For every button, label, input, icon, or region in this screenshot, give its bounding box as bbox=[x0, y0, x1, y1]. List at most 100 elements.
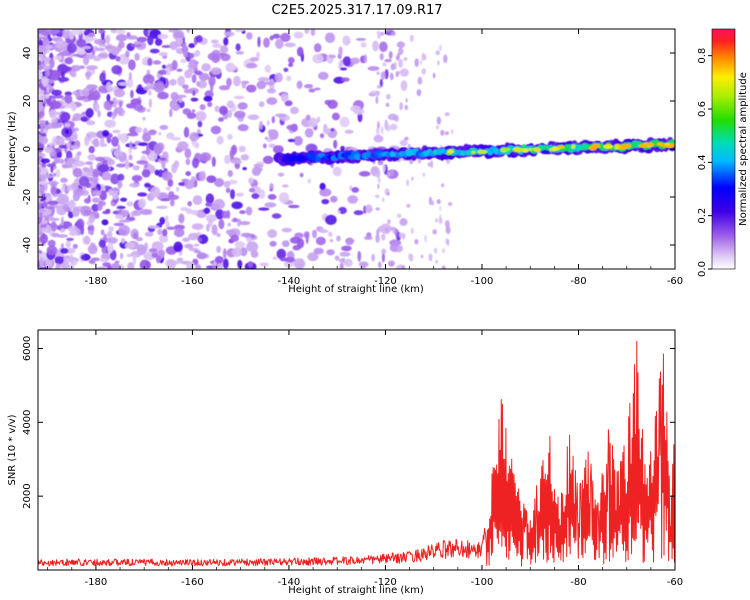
spectrogram-cell bbox=[184, 69, 193, 79]
spectrogram-cell bbox=[389, 72, 394, 81]
spectrogram-cell bbox=[147, 57, 153, 66]
spectrogram-cell bbox=[66, 157, 78, 164]
spectrogram-cell bbox=[128, 147, 132, 155]
colorbar-tick-label: 0.8 bbox=[697, 48, 708, 64]
spectrogram-cell bbox=[211, 224, 218, 236]
spectrogram-cell bbox=[433, 247, 438, 254]
spectrogram-cell bbox=[263, 37, 270, 48]
spectrogram-cell bbox=[233, 95, 245, 100]
spectrogram-cell bbox=[283, 67, 289, 73]
spectrogram-cell bbox=[303, 231, 310, 239]
spectrogram-cell bbox=[288, 62, 294, 67]
spectrogram-cell bbox=[199, 170, 206, 182]
spectrogram-cell bbox=[90, 90, 101, 101]
spectrogram-cell bbox=[350, 105, 361, 112]
spectrogram-cell bbox=[55, 168, 61, 178]
spectrogram-cell bbox=[50, 182, 57, 188]
spectrogram-cell bbox=[50, 186, 57, 196]
spectrogram-cell bbox=[376, 229, 380, 236]
spectrogram-cell bbox=[333, 139, 338, 149]
spectrogram-cell bbox=[102, 143, 108, 147]
spectrogram-cell bbox=[66, 142, 71, 150]
spectrogram-cell bbox=[389, 262, 394, 267]
spectrogram-cell bbox=[137, 84, 143, 91]
spectrogram-cell bbox=[191, 209, 199, 216]
spectrogram-cell bbox=[247, 114, 260, 120]
spectrogram-cell bbox=[206, 223, 210, 232]
spectrogram-cell bbox=[213, 198, 225, 210]
spectrogram-cell bbox=[319, 133, 325, 139]
x-tick-label: -140 bbox=[278, 577, 301, 588]
spectrogram-cell bbox=[271, 213, 282, 219]
spectrogram-cell bbox=[231, 201, 243, 210]
spectrogram-cell bbox=[541, 145, 547, 150]
spectrogram-cell bbox=[206, 175, 217, 183]
spectrogram-cell bbox=[400, 80, 408, 91]
spectrogram-cell bbox=[61, 66, 72, 72]
spectrogram-cell bbox=[222, 258, 229, 269]
spectrogram-cell bbox=[258, 101, 265, 108]
spectrogram-cell bbox=[95, 156, 105, 162]
spectrogram-cell bbox=[235, 29, 244, 33]
spectrogram-cell bbox=[191, 109, 196, 113]
spectrogram-cell bbox=[115, 34, 128, 42]
spectrogram-cell bbox=[146, 82, 151, 87]
spectrogram-cell bbox=[256, 161, 265, 165]
spectrogram-cell bbox=[220, 45, 229, 54]
spectrogram-cell bbox=[72, 29, 84, 36]
spectrogram-cell bbox=[431, 200, 435, 206]
spectrogram-cell bbox=[237, 124, 249, 132]
spectrogram-cell bbox=[286, 75, 292, 82]
spectrogram-cell bbox=[40, 123, 44, 133]
spectrogram-cell bbox=[186, 112, 197, 119]
spectrogram-panel: -180 -160 -140 -120 -100 -80 -60 40 20 0 -20 -40 H… bbox=[7, 28, 683, 295]
spectrogram-cell bbox=[269, 35, 274, 41]
spectrogram-cell bbox=[162, 228, 168, 237]
spectrogram-y-ticks: 40 20 0 -20 -40 bbox=[22, 47, 675, 253]
spectrogram-cell bbox=[264, 136, 268, 140]
spectrogram-cell bbox=[235, 43, 241, 51]
spectrogram-cell bbox=[447, 149, 454, 154]
spectrogram-cell bbox=[271, 116, 275, 124]
spectrogram-cell bbox=[210, 39, 219, 44]
spectrogram-cell bbox=[157, 228, 163, 235]
spectrogram-cell bbox=[124, 242, 135, 249]
spectrogram-cell bbox=[246, 62, 258, 69]
spectrogram-cell bbox=[239, 210, 246, 215]
spectrogram-cell bbox=[374, 194, 380, 199]
colorbar: 0.0 0.2 0.4 0.6 0.8 Normalized spectral ampl… bbox=[697, 28, 749, 277]
spectrogram-cell bbox=[161, 171, 173, 181]
spectrogram-cell bbox=[55, 158, 65, 164]
spectrogram-cell bbox=[312, 229, 317, 239]
spectrogram-cell bbox=[312, 53, 324, 64]
spectrogram-cell bbox=[603, 144, 613, 149]
spectrogram-cell bbox=[669, 143, 675, 148]
spectrogram-cell bbox=[245, 206, 253, 216]
spectrogram-cell bbox=[187, 201, 192, 207]
spectrogram-cell bbox=[381, 233, 386, 241]
spectrogram-cell bbox=[199, 104, 206, 111]
spectrogram-cell bbox=[268, 143, 276, 148]
spectrogram-cell bbox=[171, 60, 178, 71]
spectrogram-cell bbox=[620, 144, 630, 149]
spectrogram-cell bbox=[136, 244, 146, 255]
spectrogram-cell bbox=[89, 181, 96, 189]
spectrogram-cell bbox=[375, 91, 380, 97]
spectrogram-cell bbox=[91, 197, 101, 203]
spectrogram-cell bbox=[133, 103, 144, 111]
spectrogram-cell bbox=[73, 188, 84, 197]
spectrogram-cell bbox=[314, 87, 321, 91]
spectrogram-cell bbox=[327, 99, 338, 110]
spectrogram-cell bbox=[395, 55, 400, 60]
spectrogram-cell bbox=[319, 188, 332, 197]
spectrogram-cell bbox=[86, 84, 93, 90]
spectrogram-cell bbox=[50, 118, 58, 123]
spectrogram-cell bbox=[248, 188, 256, 193]
spectrogram-cell bbox=[116, 29, 126, 35]
spectrogram-cell bbox=[216, 245, 222, 253]
spectrogram-cell bbox=[127, 262, 135, 269]
spectrogram-cell bbox=[223, 31, 235, 37]
spectrogram-cell bbox=[227, 109, 233, 118]
spectrogram-cell bbox=[62, 30, 71, 34]
spectrogram-cell bbox=[51, 89, 62, 96]
